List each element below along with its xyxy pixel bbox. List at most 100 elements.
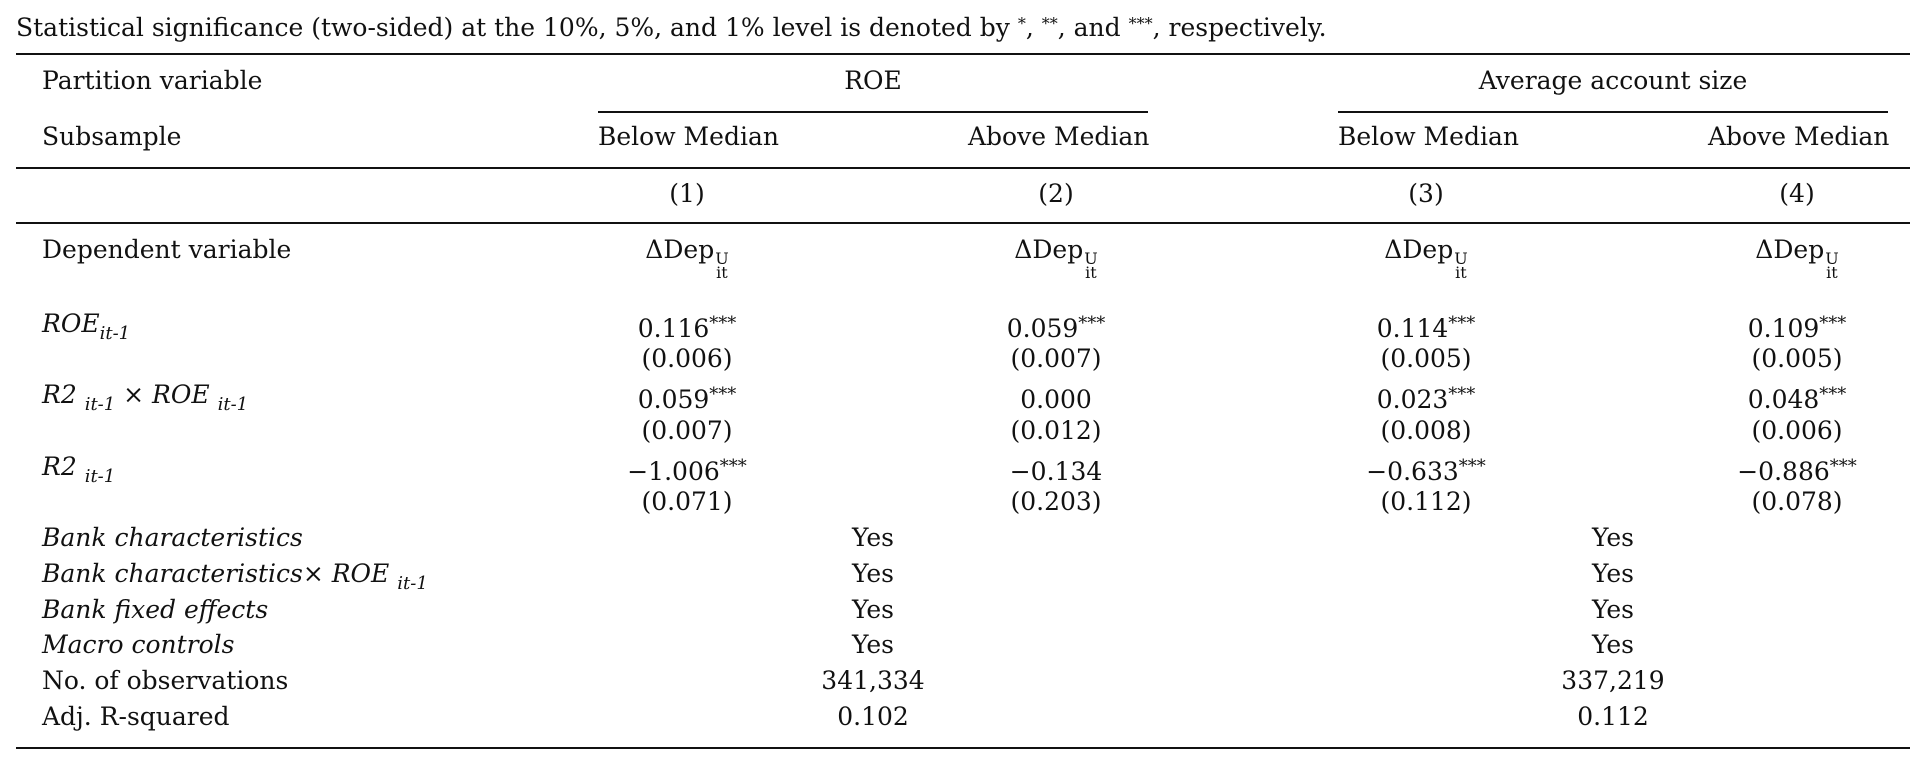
observations-g2: 337,219: [1561, 666, 1665, 695]
coef-stars: ***: [719, 456, 747, 477]
coef-value: 0.059: [1006, 314, 1079, 343]
row-label-main: ROE: [42, 309, 100, 338]
subsample-col-2: Above Median: [968, 122, 1150, 151]
control-label-main: Bank characteristics: [42, 559, 303, 588]
coef-r3-c3: −0.633***: [1366, 452, 1486, 487]
bottom-rule: [16, 747, 1910, 749]
row-label-roe: ROEit-1: [42, 309, 130, 349]
coef-value: 0.114: [1376, 314, 1449, 343]
note-text: Statistical significance (two-sided) at …: [16, 13, 1018, 42]
coef-value: 0.000: [1020, 385, 1092, 414]
adj-r-squared-g2: 0.112: [1577, 702, 1649, 731]
control-label-macro-controls: Macro controls: [42, 630, 235, 659]
coef-stars: ***: [1829, 456, 1857, 477]
coef-stars: ***: [1448, 384, 1476, 405]
label-adj-r-squared: Adj. R-squared: [42, 702, 230, 731]
dep-sup: U: [1084, 249, 1098, 268]
se-r1-c1: (0.006): [641, 344, 733, 373]
observations-g1: 341,334: [821, 666, 925, 695]
se-r1-c2: (0.007): [1010, 344, 1102, 373]
row-label-mid: × ROE: [115, 380, 218, 409]
note-tail: , respectively.: [1152, 13, 1327, 42]
coef-stars: ***: [1819, 384, 1847, 405]
group-header-account-size: Average account size: [1478, 66, 1748, 95]
group-header-roe: ROE: [844, 66, 902, 95]
coef-stars: ***: [709, 313, 737, 334]
coef-r2-c1: 0.059***: [638, 380, 737, 415]
coef-value: 0.059: [637, 385, 710, 414]
roe-group-rule: [598, 111, 1148, 113]
coef-r3-c4: −0.886***: [1737, 452, 1857, 487]
row-label-main: R2: [42, 380, 85, 409]
header-rule: [16, 167, 1910, 169]
row-label-r2: R2 it-1: [42, 452, 115, 492]
coef-value: 0.116: [637, 314, 710, 343]
table-note: Statistical significance (two-sided) at …: [16, 10, 1910, 42]
coef-value: −1.006: [627, 457, 720, 486]
column-number-2: (2): [1038, 179, 1074, 208]
control-label-sub: it-1: [397, 573, 428, 594]
adj-r-squared-g1: 0.102: [837, 702, 909, 731]
control-g2-bank-characteristics: Yes: [1592, 523, 1634, 552]
coef-r1-c2: 0.059***: [1007, 309, 1106, 344]
coef-value: 0.048: [1747, 385, 1820, 414]
row-label-sub2: it-1: [217, 394, 249, 415]
control-g1-macro-controls: Yes: [852, 630, 894, 659]
column-number-4: (4): [1779, 179, 1815, 208]
row-label-main: R2: [42, 452, 85, 481]
control-g1-bank-characteristics: Yes: [852, 523, 894, 552]
subsample-col-1: Below Median: [598, 122, 779, 151]
coef-value: 0.109: [1747, 314, 1820, 343]
control-g2-bank-characteristics-x-roe: Yes: [1592, 559, 1634, 588]
se-r2-c3: (0.008): [1380, 416, 1472, 445]
se-r3-c2: (0.203): [1010, 487, 1102, 516]
control-g2-bank-fixed-effects: Yes: [1592, 595, 1634, 624]
top-rule: [16, 53, 1910, 55]
coef-stars: ***: [709, 384, 737, 405]
control-g1-bank-characteristics-x-roe: Yes: [852, 559, 894, 588]
dep-sub: it: [1826, 263, 1838, 282]
dep-symbol: ΔDep: [645, 235, 715, 264]
dependent-variable-label: Dependent variable: [42, 235, 292, 264]
se-r3-c4: (0.078): [1751, 487, 1843, 516]
coef-r1-c1: 0.116***: [638, 309, 737, 344]
subsample-col-3: Below Median: [1338, 122, 1519, 151]
account-group-rule: [1338, 111, 1888, 113]
colnum-rule: [16, 222, 1910, 224]
row-label-sub: it-1: [84, 466, 116, 487]
note-star-1: *: [1017, 14, 1026, 33]
row-label-sub: it-1: [84, 394, 116, 415]
se-r2-c2: (0.012): [1010, 416, 1102, 445]
coef-stars: ***: [1448, 313, 1476, 334]
coef-r1-c3: 0.114***: [1377, 309, 1476, 344]
note-star-3: ***: [1128, 14, 1153, 33]
note-star-2: **: [1041, 14, 1058, 33]
dep-sup: U: [1825, 249, 1839, 268]
coef-r3-c1: −1.006***: [627, 452, 747, 487]
coef-value: −0.134: [1009, 457, 1103, 486]
subsample-col-4: Above Median: [1708, 122, 1890, 151]
se-r2-c4: (0.006): [1751, 416, 1843, 445]
column-number-1: (1): [669, 179, 705, 208]
coef-stars: ***: [1458, 456, 1486, 477]
dep-sub: it: [716, 263, 728, 282]
row-label-r2-x-roe: R2 it-1 × ROE it-1: [42, 380, 248, 420]
column-number-3: (3): [1408, 179, 1444, 208]
row-label-sub: it-1: [99, 323, 131, 344]
dep-sub: it: [1085, 263, 1097, 282]
control-label-extra: × ROE: [302, 559, 398, 588]
coef-r2-c4: 0.048***: [1748, 380, 1847, 415]
coef-r3-c2: −0.134: [1010, 452, 1103, 487]
note-sep-1: ,: [1025, 13, 1042, 42]
se-r1-c4: (0.005): [1751, 344, 1843, 373]
control-label-bank-fixed-effects: Bank fixed effects: [42, 595, 269, 624]
se-r3-c3: (0.112): [1380, 487, 1472, 516]
control-g2-macro-controls: Yes: [1592, 630, 1634, 659]
coef-value: −0.633: [1366, 457, 1459, 486]
coef-stars: ***: [1078, 313, 1106, 334]
dep-sup: U: [1454, 249, 1468, 268]
